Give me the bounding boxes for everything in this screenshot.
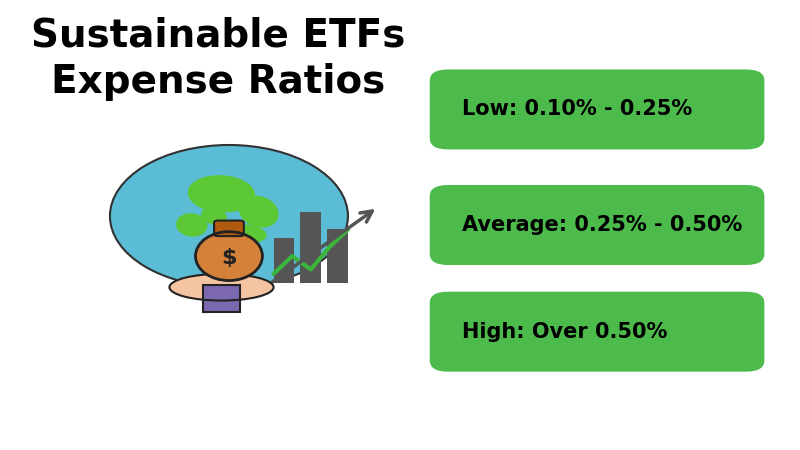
Ellipse shape <box>222 225 266 243</box>
Ellipse shape <box>177 214 206 236</box>
Text: Low: 0.10% - 0.25%: Low: 0.10% - 0.25% <box>462 99 692 119</box>
Ellipse shape <box>189 176 254 212</box>
Ellipse shape <box>195 232 262 280</box>
FancyBboxPatch shape <box>430 69 764 149</box>
FancyBboxPatch shape <box>430 292 764 372</box>
Text: High: Over 0.50%: High: Over 0.50% <box>462 322 667 342</box>
FancyBboxPatch shape <box>203 285 240 312</box>
Circle shape <box>110 145 348 287</box>
FancyBboxPatch shape <box>327 230 348 283</box>
FancyBboxPatch shape <box>214 220 244 236</box>
Text: Sustainable ETFs
Expense Ratios: Sustainable ETFs Expense Ratios <box>30 16 405 101</box>
Ellipse shape <box>239 196 278 227</box>
Text: Average: 0.25% - 0.50%: Average: 0.25% - 0.50% <box>462 215 742 235</box>
FancyBboxPatch shape <box>300 212 321 283</box>
FancyBboxPatch shape <box>430 185 764 265</box>
FancyBboxPatch shape <box>274 238 294 283</box>
Text: $: $ <box>221 248 237 268</box>
Ellipse shape <box>202 208 226 225</box>
Ellipse shape <box>170 274 274 301</box>
